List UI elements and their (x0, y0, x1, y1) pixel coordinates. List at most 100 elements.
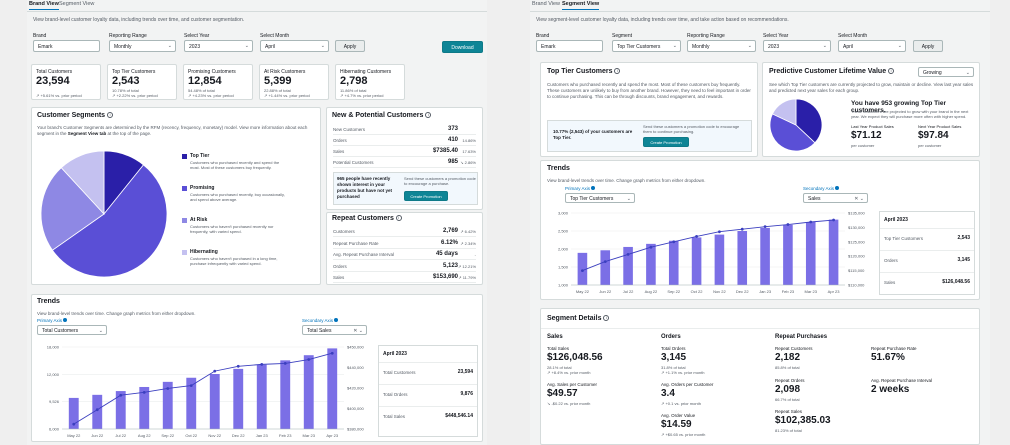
segment-view-link[interactable]: Segment View tab (67, 131, 107, 137)
apply-button[interactable]: Apply (335, 40, 365, 52)
total-orders-value: 3,145 (661, 352, 687, 363)
line-point[interactable] (763, 225, 767, 229)
tab-segment-view[interactable]: Segment View (562, 1, 600, 10)
bar[interactable] (668, 240, 679, 285)
clear-icon[interactable]: ✕ ⌄ (353, 328, 363, 334)
tab-brand-view[interactable]: Brand View (29, 1, 59, 10)
secondary-axis-select[interactable]: Total Sales ✕ ⌄ (302, 325, 367, 335)
info-icon[interactable]: i (425, 112, 432, 119)
line-point[interactable] (786, 223, 790, 226)
line-point[interactable] (740, 227, 744, 231)
bar[interactable] (600, 250, 611, 285)
metric-label: Avg. Repeat Purchase Interval (333, 252, 394, 257)
y-tick-label: 9,526 (49, 399, 60, 404)
bar[interactable] (186, 377, 197, 429)
info-icon[interactable]: i (107, 112, 114, 119)
line-point[interactable] (603, 260, 607, 263)
clv-group-select[interactable]: Growing ⌄ (918, 67, 974, 77)
bar[interactable] (577, 252, 588, 285)
month-select[interactable]: April ⌄ (260, 40, 329, 52)
line-point[interactable] (166, 387, 170, 390)
bar[interactable] (714, 234, 725, 285)
range-select[interactable]: Monthly ⌄ (687, 40, 756, 52)
download-button[interactable]: Download (442, 41, 483, 53)
primary-axis-select[interactable]: Total Customers ⌄ (37, 325, 107, 335)
line-point[interactable] (142, 390, 146, 394)
line-point[interactable] (283, 362, 287, 365)
y2-tick-label: $125,000 (848, 239, 865, 244)
bar[interactable] (737, 231, 748, 285)
year-select[interactable]: 2023 ⌄ (763, 40, 831, 52)
line-point[interactable] (718, 230, 721, 234)
apply-button[interactable]: Apply (913, 40, 943, 52)
bar[interactable] (783, 224, 793, 285)
bar[interactable] (623, 246, 633, 285)
y-tick-label: 6,000 (49, 427, 60, 432)
bar[interactable] (92, 394, 103, 429)
tab-brand-view[interactable]: Brand View (532, 1, 561, 7)
primary-axis-select[interactable]: Top Tier Customers ⌄ (565, 193, 635, 203)
bar[interactable] (256, 364, 267, 429)
y-tick-label: 2,000 (558, 247, 569, 252)
y-tick-label: 1,500 (558, 265, 569, 270)
kpi-change: ↗ +4.23% vs. prior period (188, 93, 234, 98)
line-point[interactable] (95, 408, 99, 412)
bar[interactable] (162, 381, 173, 429)
line-point[interactable] (72, 422, 76, 426)
line-point[interactable] (260, 362, 264, 366)
metric-row: New Customers 373 (333, 125, 476, 135)
line-point[interactable] (307, 358, 311, 361)
line-point[interactable] (213, 369, 217, 373)
bar[interactable] (646, 243, 656, 285)
bar[interactable] (691, 237, 702, 285)
x-tick-label: Nov 22 (713, 289, 726, 294)
legend-description: Customers who haven't purchased recently… (190, 224, 274, 235)
bar[interactable] (233, 368, 244, 429)
bar[interactable] (327, 348, 338, 429)
brand-select[interactable]: Emark (33, 40, 100, 52)
bar[interactable] (828, 219, 839, 285)
line-point[interactable] (672, 240, 676, 244)
info-icon[interactable]: i (395, 215, 402, 222)
trends-chart: 3,000 2,500 2,000 1,500 1,000 $135,000 $130,00… (558, 211, 865, 295)
kpi-value: 23,594 (36, 75, 70, 87)
tab-segment-view[interactable]: Segment View (59, 1, 95, 7)
info-icon[interactable]: i (603, 315, 610, 322)
brand-select[interactable]: Emark (536, 40, 603, 52)
bar[interactable] (209, 373, 220, 429)
bar[interactable] (68, 397, 79, 429)
bar[interactable] (805, 222, 816, 285)
create-promotion-button[interactable]: Create Promotion (404, 191, 448, 201)
bar[interactable] (115, 391, 126, 429)
metric-change: ↗ 2.34% (460, 240, 476, 246)
line-point[interactable] (581, 269, 584, 272)
legend-label: Top Tier (190, 153, 210, 159)
bar[interactable] (303, 355, 314, 429)
bar[interactable] (280, 360, 291, 429)
brand-label: Brand (33, 33, 47, 39)
line-point[interactable] (189, 384, 193, 387)
create-promotion-button[interactable]: Create Promotion (643, 137, 689, 147)
line-point[interactable] (809, 220, 813, 224)
line-point[interactable] (649, 245, 653, 249)
line-point[interactable] (626, 253, 630, 256)
chevron-down-icon: ⌄ (626, 196, 631, 202)
line-point[interactable] (236, 364, 240, 368)
clear-icon[interactable]: ✕ ⌄ (854, 196, 864, 202)
bar[interactable] (139, 386, 150, 429)
month-label: Select Month (260, 33, 290, 39)
info-icon[interactable]: i (888, 68, 895, 75)
segment-select[interactable]: Top Tier Customers ⌄ (612, 40, 681, 52)
line-point[interactable] (330, 351, 334, 355)
month-select[interactable]: April ⌄ (838, 40, 906, 52)
line-point[interactable] (119, 393, 123, 397)
line-point[interactable] (695, 235, 698, 238)
line-point[interactable] (832, 218, 835, 222)
range-select[interactable]: Monthly ⌄ (109, 40, 176, 52)
secondary-axis-select[interactable]: Sales ✕ ⌄ (803, 193, 868, 203)
bar[interactable] (760, 227, 770, 285)
year-select[interactable]: 2023 ⌄ (184, 40, 253, 52)
kpi-card: Top Tier Customers 2,543 10.78% of total ↗ … (107, 64, 177, 100)
info-icon[interactable]: i (614, 68, 621, 75)
metric-value: 5,123 (442, 262, 458, 269)
